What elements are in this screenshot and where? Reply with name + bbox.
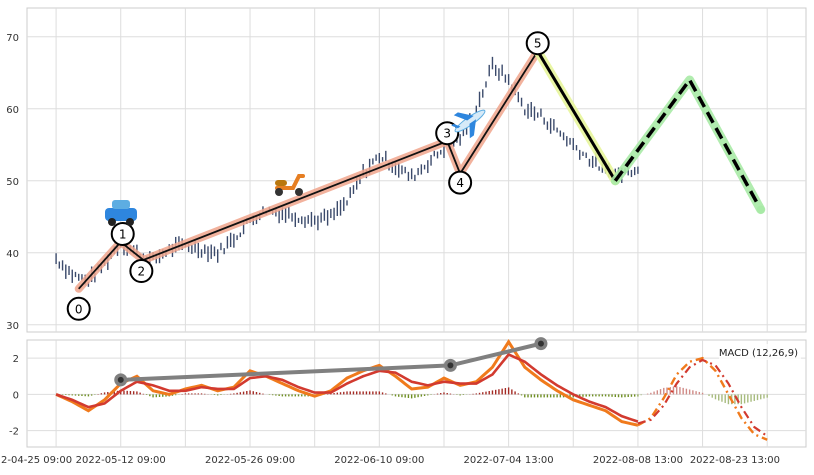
projection-dashed-line bbox=[613, 76, 763, 211]
car-body bbox=[105, 208, 137, 221]
wave-point-marker bbox=[129, 259, 154, 283]
macd-y-tick-label: 0 bbox=[13, 390, 19, 401]
wave-point-marker bbox=[435, 121, 460, 146]
macd-trend-marker-core bbox=[447, 362, 454, 369]
macd-line bbox=[55, 339, 639, 427]
price-y-tick-label: 70 bbox=[6, 33, 19, 44]
macd-panel: -2 0 2 2022-04-25 09:00 2022-05-12 09:00 2022… bbox=[0, 337, 807, 466]
wave-line bbox=[78, 50, 539, 290]
wave-point-marker bbox=[448, 170, 473, 195]
scooter-icon bbox=[275, 174, 305, 196]
x-tick-label: 2022-07-04 13:00 bbox=[464, 455, 554, 466]
airplane-tail bbox=[451, 123, 461, 129]
signal-projection-line bbox=[637, 358, 768, 438]
macd-legend: MACD (12,26,9) bbox=[719, 344, 801, 360]
wave-point-label: 4 bbox=[456, 176, 464, 190]
x-tick-label: 2022-04-25 09:00 bbox=[0, 455, 72, 466]
price-y-tick-label: 50 bbox=[6, 177, 19, 188]
macd-y-tick-label: 2 bbox=[13, 354, 19, 365]
wave-point-label: 5 bbox=[534, 37, 542, 51]
projection-solid-line bbox=[536, 50, 617, 182]
wave-point-marker bbox=[66, 296, 91, 321]
x-tick-label: 2022-06-10 09:00 bbox=[334, 455, 424, 466]
scooter-body bbox=[275, 174, 305, 190]
car-wheel bbox=[126, 218, 134, 226]
x-tick-label: 2022-08-23 13:00 bbox=[690, 455, 780, 466]
wave-point-label: 2 bbox=[138, 265, 146, 279]
macd-y-tick-label: -2 bbox=[9, 427, 19, 438]
macd-trend-marker-core bbox=[117, 376, 124, 383]
car-icon bbox=[105, 200, 137, 226]
macd-projection-line bbox=[637, 356, 768, 441]
scooter-wheel bbox=[275, 188, 283, 196]
airplane-icon bbox=[451, 109, 486, 139]
price-y-tick-label: 40 bbox=[6, 249, 19, 260]
x-tick-label: 2022-05-26 09:00 bbox=[205, 455, 295, 466]
signal-line bbox=[55, 352, 639, 423]
price-panel: 30 40 50 60 70 0 1 2 3 4 5 bbox=[6, 7, 807, 333]
price-frame bbox=[26, 7, 807, 333]
airplane-wing bbox=[453, 112, 474, 121]
x-tick-label: 2022-05-12 09:00 bbox=[76, 455, 166, 466]
macd-trend-marker-core bbox=[537, 340, 544, 347]
wave-point-label: 0 bbox=[75, 302, 83, 316]
car-roof bbox=[112, 200, 130, 209]
wave-point-marker bbox=[525, 31, 550, 56]
projection-end-dot bbox=[756, 205, 765, 214]
car-wheel bbox=[108, 218, 116, 226]
price-y-tick-label: 30 bbox=[6, 321, 19, 332]
macd-legend-label: MACD (12,26,9) bbox=[719, 348, 798, 359]
scooter-wheel bbox=[295, 188, 303, 196]
wave-point-label: 1 bbox=[119, 228, 127, 242]
price-y-tick-label: 60 bbox=[6, 105, 19, 116]
wave-point-label: 3 bbox=[443, 127, 451, 141]
x-tick-label: 2022-08-08 13:00 bbox=[593, 455, 683, 466]
macd-legend-box bbox=[719, 344, 801, 360]
scooter-seat bbox=[275, 180, 287, 186]
wave-point-marker bbox=[110, 222, 135, 246]
airplane-wing bbox=[469, 119, 477, 139]
